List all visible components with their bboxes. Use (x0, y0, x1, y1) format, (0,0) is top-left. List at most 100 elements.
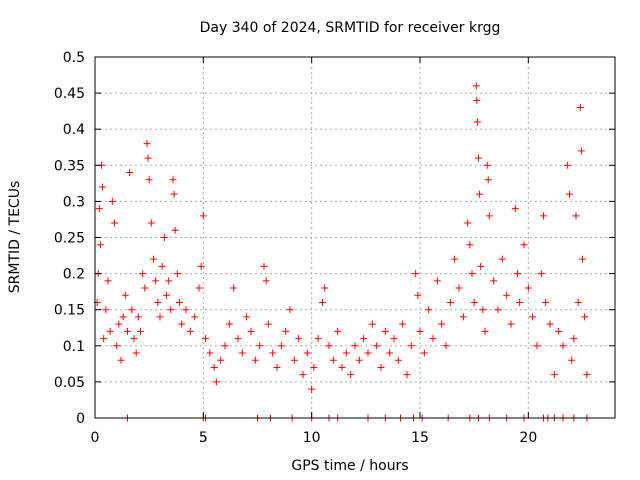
data-point (355, 356, 363, 364)
data-point (202, 335, 209, 343)
data-point (119, 313, 127, 321)
data-point (234, 335, 242, 343)
data-point (507, 320, 515, 328)
data-point (470, 298, 478, 306)
data-point (145, 176, 153, 184)
data-point (464, 219, 472, 227)
data-point (399, 320, 407, 328)
data-point (104, 277, 112, 285)
data-point (182, 306, 190, 314)
data-point (481, 327, 489, 335)
data-point (160, 234, 168, 241)
data-point (368, 320, 376, 328)
data-point (476, 190, 484, 198)
data-point (583, 371, 591, 379)
data-point (511, 205, 519, 213)
data-point (113, 342, 121, 350)
data-point (264, 320, 272, 328)
data-point (321, 284, 329, 292)
data-point (390, 335, 398, 343)
data-point (277, 342, 285, 350)
data-point (407, 342, 415, 350)
data-point (540, 212, 547, 220)
y-tick-label: 0 (76, 411, 85, 427)
data-point (455, 284, 463, 292)
data-point (546, 320, 554, 328)
data-point (364, 349, 372, 357)
data-point (477, 262, 485, 270)
data-point (550, 371, 558, 379)
data-point (503, 291, 511, 299)
y-tick-label: 0.3 (63, 194, 85, 210)
data-point (106, 327, 114, 335)
data-point (412, 270, 420, 278)
data-point (108, 197, 116, 205)
data-point (173, 270, 181, 278)
data-point (533, 342, 541, 350)
x-tick-label: 5 (199, 430, 208, 446)
data-point (394, 356, 402, 364)
y-tick-label: 0.25 (54, 231, 85, 247)
data-point (282, 327, 290, 335)
data-point (176, 298, 183, 306)
data-point (169, 176, 177, 184)
data-point (286, 306, 294, 314)
data-point (472, 82, 480, 90)
data-point (195, 284, 203, 292)
data-point (329, 356, 337, 364)
data-point (572, 212, 580, 220)
data-point (483, 161, 491, 169)
data-point (171, 226, 179, 234)
x-tick-label: 15 (411, 430, 429, 446)
data-point (128, 306, 136, 314)
data-point (163, 291, 170, 299)
data-point (199, 212, 207, 220)
data-point (468, 270, 476, 278)
data-point (537, 270, 545, 278)
data-point (212, 378, 220, 386)
data-point (191, 313, 199, 321)
data-point (542, 298, 550, 306)
data-point (555, 327, 563, 335)
data-point (446, 298, 454, 306)
data-point (150, 255, 157, 263)
data-point (217, 356, 225, 364)
data-point (238, 349, 246, 357)
data-point (130, 335, 138, 343)
data-point (490, 277, 498, 285)
data-point (338, 363, 346, 371)
y-axis-label: SRMTID / TECUs (7, 181, 23, 294)
data-point (433, 277, 441, 285)
data-point (143, 140, 151, 148)
data-point (568, 356, 576, 364)
data-point (334, 327, 342, 335)
data-point (576, 104, 584, 112)
data-point (570, 335, 578, 343)
data-point (102, 306, 110, 314)
data-point (210, 363, 218, 371)
y-tick-label: 0.15 (54, 303, 85, 319)
data-point (451, 255, 459, 263)
data-point (247, 327, 255, 335)
data-point (563, 161, 571, 169)
data-point (516, 298, 524, 306)
x-tick-label: 0 (91, 430, 100, 446)
data-point (360, 335, 368, 343)
data-point (459, 313, 467, 321)
data-point (381, 327, 389, 335)
data-point (498, 255, 506, 263)
data-point (466, 241, 474, 249)
data-point (579, 255, 586, 263)
data-point (115, 320, 123, 328)
data-point (520, 241, 528, 249)
data-point (121, 291, 129, 299)
data-point (124, 327, 131, 335)
data-point (100, 335, 108, 343)
data-point (581, 313, 589, 321)
chart-title: Day 340 of 2024, SRMTID for receiver krg… (200, 20, 501, 36)
data-point (514, 270, 521, 278)
data-point (475, 154, 482, 162)
y-tick-label: 0.45 (54, 86, 85, 102)
data-point (243, 313, 251, 321)
